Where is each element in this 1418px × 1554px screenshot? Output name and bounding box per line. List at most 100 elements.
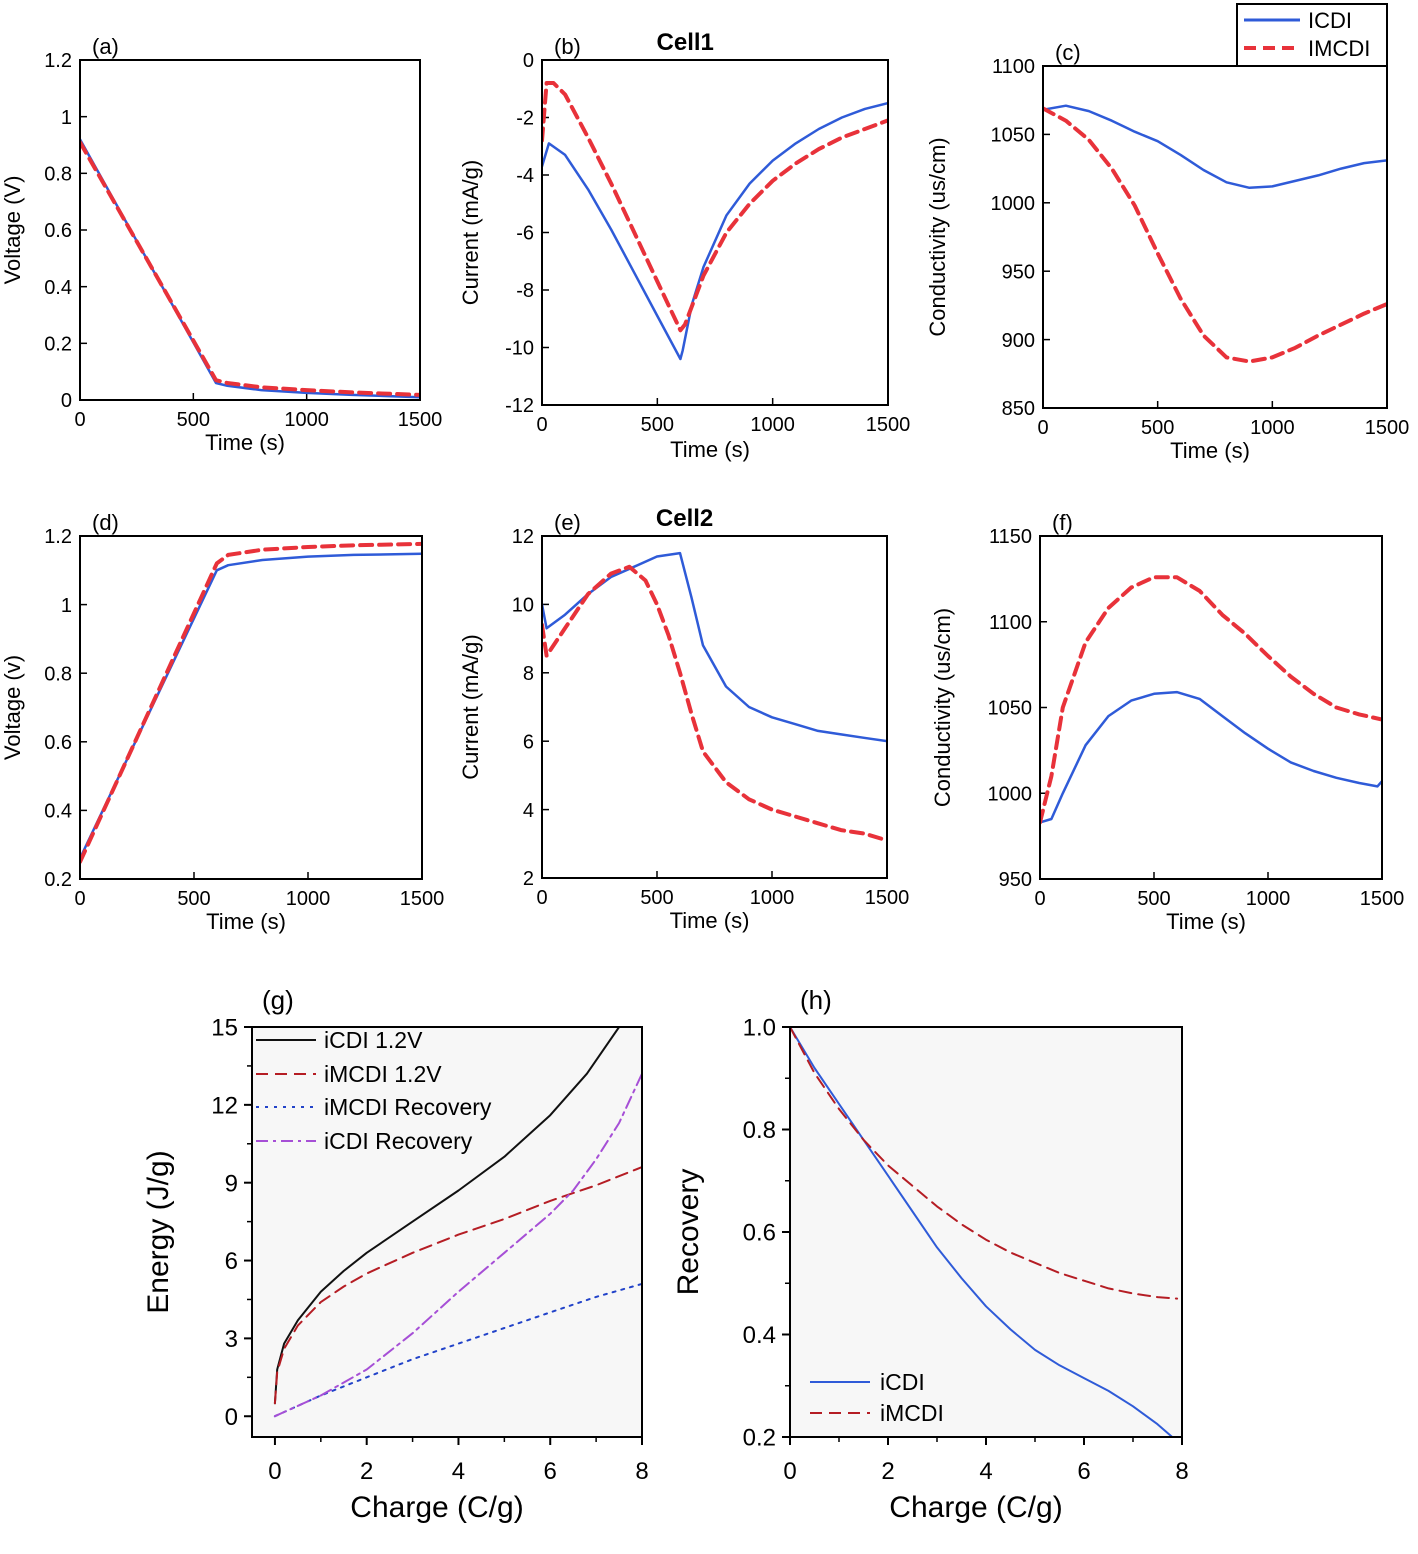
y-tick-label-c: 900 [1002, 330, 1035, 352]
x-tick-label-g: 4 [452, 1458, 465, 1485]
y-tick-label-b: -4 [516, 165, 534, 187]
plot-area-c [1043, 66, 1387, 408]
x-tick-label-b: 1000 [750, 414, 795, 436]
y-tick-label-b: 0 [523, 50, 534, 72]
y-axis-label-g: Energy (J/g) [142, 1150, 175, 1313]
plot-frame-a [79, 59, 421, 401]
y-tick-label-h: 0.2 [743, 1425, 776, 1452]
y-axis-label-h: Recovery [672, 1169, 705, 1296]
y-tick-label-h: 1.0 [743, 1015, 776, 1042]
panel-label-b: (b) [554, 34, 581, 59]
y-tick-label-g: 15 [211, 1015, 238, 1042]
series-group-a [80, 138, 420, 399]
y-tick-label-a: 1 [61, 107, 72, 129]
plot-area-h [790, 1027, 1182, 1437]
series-line-c-imcdi [1043, 106, 1387, 364]
top-legend: ICDI IMCDI [1236, 3, 1388, 67]
x-tick-label-h: 2 [881, 1458, 894, 1485]
y-tick-label-c: 950 [1002, 261, 1035, 283]
y-axis-label-a: Voltage (V) [0, 176, 25, 285]
legend-label-g-0: iCDI 1.2V [324, 1027, 423, 1053]
y-tick-label-c: 850 [1002, 398, 1035, 420]
x-tick-label-h: 8 [1175, 1458, 1188, 1485]
x-tick-label-d: 500 [177, 888, 210, 910]
x-axis-label-b: Time (s) [670, 437, 750, 462]
x-tick-label-e: 1500 [865, 887, 910, 909]
x-tick-label-e: 0 [536, 887, 547, 909]
series-line-f-icdi [1040, 690, 1382, 824]
x-tick-label-c: 500 [1141, 417, 1174, 439]
panel-g: 0 2 4 6 8 0 3 6 9 12 15 (g) Charge (C/g) Energy (J/g)… [142, 985, 649, 1524]
x-tick-label-e: 1000 [750, 887, 795, 909]
plot-area-d [80, 536, 422, 879]
x-tick-label-a: 0 [74, 409, 85, 431]
x-axis-label-a: Time (s) [205, 430, 285, 455]
plot-area-g [252, 1027, 642, 1437]
chart-title-b: Cell1 [657, 29, 714, 56]
panel-h: 0 2 4 6 8 0.2 0.4 0.6 0.8 1.0 (h) Charge (C/g) Recov… [672, 985, 1189, 1524]
y-tick-label-d: 0.4 [44, 801, 72, 823]
plot-frame-b [541, 59, 889, 406]
x-axis-label-d: Time (s) [206, 909, 286, 934]
plot-area-e [542, 536, 887, 878]
y-tick-label-g: 3 [225, 1326, 238, 1353]
x-tick-label-c: 1000 [1250, 417, 1295, 439]
y-tick-label-b: -10 [505, 338, 534, 360]
y-axis-label-c: Conductivity (us/cm) [925, 137, 950, 336]
legend-label-g-3: iCDI Recovery [324, 1128, 473, 1154]
y-tick-label-d: 1.2 [44, 526, 72, 548]
y-axis-label-e: Current (mA/g) [458, 634, 483, 779]
panel-label-g: (g) [262, 985, 294, 1015]
x-tick-label-f: 1000 [1246, 888, 1291, 910]
y-tick-label-a: 1.2 [44, 50, 72, 72]
x-tick-label-b: 500 [641, 414, 674, 436]
x-tick-label-c: 0 [1037, 417, 1048, 439]
series-line-h-imcdi [790, 1027, 1179, 1300]
y-tick-label-d: 0.2 [44, 869, 72, 891]
x-axis-label-f: Time (s) [1166, 909, 1246, 934]
panel-label-a: (a) [92, 34, 119, 59]
y-tick-label-c: 1100 [992, 56, 1035, 78]
panel-d: 0 500 1000 1500 0.2 0.4 0.6 0.8 1 1.2 (d) Time (s) V… [0, 510, 444, 934]
x-tick-label-h: 4 [979, 1458, 992, 1485]
panel-f: 0 500 1000 1500 950 1000 1050 1100 1150 (f) Time (… [930, 510, 1404, 934]
panel-a: 0 500 1000 1500 0 0.2 0.4 0.6 0.8 1 1.2 (a) Time (s)… [0, 34, 442, 455]
chart-title-e: Cell2 [656, 505, 713, 532]
x-tick-label-d: 1500 [400, 888, 445, 910]
y-tick-label-e: 6 [523, 731, 534, 753]
y-tick-label-h: 0.6 [743, 1220, 776, 1247]
x-tick-label-g: 0 [268, 1458, 281, 1485]
y-tick-label-g: 0 [225, 1404, 238, 1431]
plot-frame-g [251, 1026, 643, 1438]
plot-area-a [80, 60, 420, 400]
y-axis-label-f: Conductivity (us/cm) [930, 608, 955, 807]
x-tick-label-b: 1500 [866, 414, 911, 436]
series-line-h-icdi [790, 1027, 1174, 1437]
x-axis-label-g: Charge (C/g) [350, 1491, 523, 1524]
plot-frame-d [79, 535, 423, 880]
x-tick-label-f: 1500 [1360, 888, 1405, 910]
legend-label-imcdi: IMCDI [1308, 36, 1370, 61]
series-line-b-imcdi [542, 81, 888, 333]
x-tick-label-h: 6 [1077, 1458, 1090, 1485]
series-line-a-imcdi [80, 140, 420, 397]
panel-c: 0 500 1000 1500 850 900 950 1000 1050 1100 (c) Time… [925, 40, 1409, 463]
x-tick-label-g: 2 [360, 1458, 373, 1485]
x-tick-label-a: 500 [177, 409, 210, 431]
y-tick-label-e: 2 [523, 868, 534, 890]
y-tick-label-b: -2 [516, 108, 534, 130]
y-tick-label-f: 1100 [989, 612, 1032, 634]
y-tick-label-f: 1150 [989, 526, 1032, 548]
y-tick-label-g: 9 [225, 1170, 238, 1197]
y-tick-label-e: 10 [512, 595, 534, 617]
series-line-g-imcdi-1-2v [273, 1166, 642, 1405]
panel-label-h: (h) [800, 985, 832, 1015]
x-tick-label-g: 6 [544, 1458, 557, 1485]
y-tick-label-c: 1000 [991, 193, 1036, 215]
series-line-g-icdi-recovery [273, 1072, 642, 1418]
legend-label-h-0: iCDI [880, 1369, 925, 1395]
x-axis-label-h: Charge (C/g) [889, 1491, 1062, 1524]
x-tick-label-h: 0 [783, 1458, 796, 1485]
panel-b: 0 500 1000 1500 -12 -10 -8 -6 -4 -2 0 (b) Cell1 Time … [458, 29, 910, 462]
